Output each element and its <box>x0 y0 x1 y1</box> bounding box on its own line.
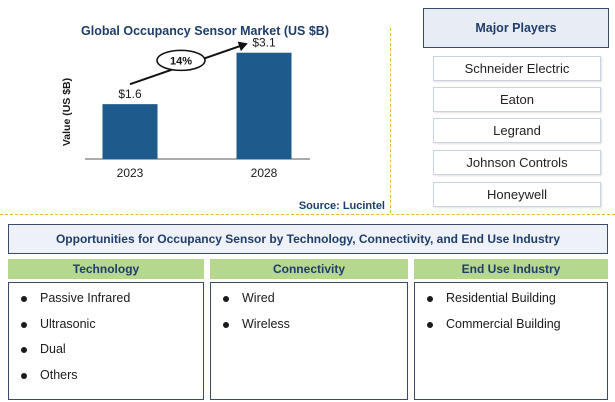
cagr-ellipse <box>156 49 206 72</box>
list-item: Dual <box>9 342 203 368</box>
list-item: Others <box>9 368 203 394</box>
list-item: Wired <box>211 291 407 317</box>
bullet-icon <box>21 321 27 328</box>
end-use-column-header: End Use Industry <box>414 259 608 279</box>
list-item-label: Commercial Building <box>446 316 561 331</box>
bullet-icon <box>21 296 27 302</box>
list-item: Passive Infrared <box>9 291 203 317</box>
list-item-label: Wireless <box>242 316 290 331</box>
source-label: Source: Lucintel <box>298 200 385 212</box>
list-item-label: Ultrasonic <box>40 316 96 331</box>
vertical-divider <box>390 28 391 213</box>
end-use-list-box: Residential Building Commercial Building <box>414 282 608 400</box>
list-item-label: Wired <box>242 291 275 305</box>
bullet-icon <box>223 321 229 328</box>
player-schneider-electric: Schneider Electric <box>433 56 601 81</box>
technology-column-header: Technology <box>8 259 204 279</box>
list-item-label: Residential Building <box>446 291 556 305</box>
list-item: Ultrasonic <box>9 317 203 343</box>
bullet-icon <box>223 296 229 302</box>
list-item: Commercial Building <box>415 317 607 343</box>
horizontal-divider <box>0 214 615 215</box>
chart-title: Global Occupancy Sensor Market (US $B) <box>81 24 329 38</box>
list-item: Residential Building <box>415 291 607 317</box>
data-label-2028: $3.1 <box>252 36 276 50</box>
cagr-annotation: 14% <box>129 41 248 86</box>
x-tick-label-2023: 2023 <box>117 166 144 180</box>
bar-chart: Value (US $B) $1.6 2023 $3.1 2028 14% <box>61 36 310 180</box>
data-label-2023: $1.6 <box>118 87 142 101</box>
bullet-icon <box>21 372 27 379</box>
list-item-label: Dual <box>40 342 66 356</box>
y-axis-label: Value (US $B) <box>61 78 73 146</box>
bullet-icon <box>427 321 433 328</box>
player-legrand: Legrand <box>433 118 601 143</box>
list-item-label: Passive Infrared <box>40 291 131 305</box>
opportunities-header: Opportunities for Occupancy Sensor by Te… <box>8 224 608 254</box>
player-johnson-controls: Johnson Controls <box>433 150 601 175</box>
technology-list-box: Passive Infrared Ultrasonic Dual Others <box>8 282 204 400</box>
arrow-head-icon <box>237 41 248 52</box>
bullet-icon <box>427 296 433 302</box>
player-eaton: Eaton <box>433 87 601 112</box>
bullet-icon <box>21 347 27 353</box>
bar-2028 <box>236 52 292 159</box>
bar-2023 <box>102 104 158 159</box>
player-honeywell: Honeywell <box>433 182 601 207</box>
cagr-label: 14% <box>170 55 192 67</box>
major-players-header: Major Players <box>423 8 609 48</box>
x-tick-label-2028: 2028 <box>251 166 278 180</box>
connectivity-list-box: Wired Wireless <box>210 282 408 400</box>
list-item: Wireless <box>211 317 407 343</box>
connectivity-column-header: Connectivity <box>210 259 408 279</box>
list-item-label: Others <box>40 367 78 382</box>
